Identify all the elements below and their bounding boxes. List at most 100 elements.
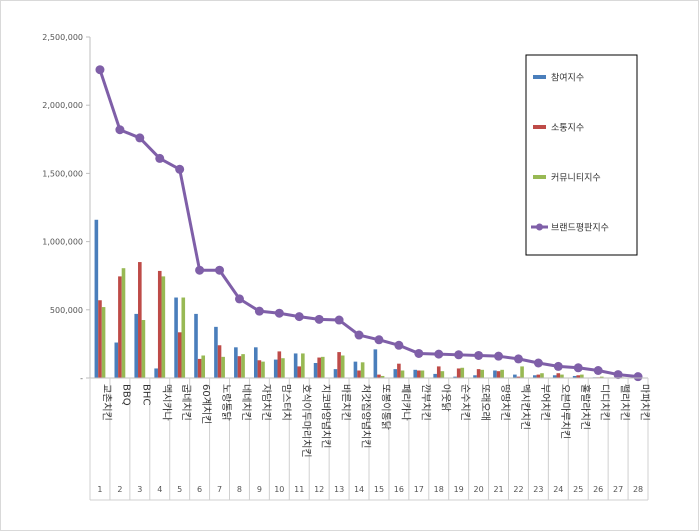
category-label: 굽네치킨 <box>180 384 192 421</box>
category-label: 부어치킨 <box>539 384 551 421</box>
bar-1 <box>453 376 457 378</box>
category-label: 순수치킨 <box>459 384 471 421</box>
rank-label: 10 <box>274 485 284 494</box>
bar-1 <box>373 349 378 378</box>
line-point <box>294 312 304 322</box>
bar-3 <box>281 358 285 378</box>
category-label: 지코바양념치킨 <box>320 384 332 448</box>
line-point <box>175 164 185 174</box>
line-point <box>394 340 404 350</box>
bar-3 <box>420 370 425 378</box>
rank-label: 22 <box>513 485 523 494</box>
rank-label: 17 <box>414 485 424 494</box>
bar-1 <box>313 362 318 378</box>
bar-2 <box>417 370 421 378</box>
bar-3 <box>340 355 345 378</box>
line-point <box>215 265 225 275</box>
bar-3 <box>320 356 325 378</box>
line-point <box>573 363 583 373</box>
bar-2 <box>496 371 501 378</box>
rank-label: 8 <box>237 485 242 494</box>
category-label: 훌랄라치킨 <box>579 384 592 430</box>
rank-label: 16 <box>394 485 404 494</box>
rank-label: 26 <box>593 485 603 494</box>
category-label: 호식이두마리치킨 <box>300 384 312 458</box>
line-point <box>234 294 244 304</box>
legend-label: 소통지수 <box>551 123 584 134</box>
line-path <box>98 69 639 379</box>
category-label: 자담치킨 <box>260 384 272 421</box>
bar-1 <box>154 368 158 378</box>
line-series <box>95 65 643 382</box>
bar-2 <box>138 262 142 378</box>
bar-2 <box>476 369 481 378</box>
category-label: 펠리치킨 <box>619 384 631 421</box>
rank-label: 2 <box>117 485 122 494</box>
bar-3 <box>360 362 365 378</box>
category-label: 멕시카나 <box>160 384 172 421</box>
category-table: 교촌치킨 1 BBQ 2 BHC 3 멕시카나 4 굽네치킨 5 60계치킨 6 노랑통닭 7 네네치킨 8 자… <box>89 378 651 501</box>
bar-2 <box>377 374 381 378</box>
line-point <box>334 315 344 325</box>
rank-label: 20 <box>474 485 484 494</box>
bar-3 <box>221 356 225 378</box>
bar-1 <box>293 353 298 378</box>
bar-1 <box>273 359 278 378</box>
bar-2 <box>157 270 162 378</box>
rank-label: 24 <box>553 485 563 494</box>
y-tick-label: 2,000,000 <box>42 101 83 110</box>
line-point <box>613 370 623 380</box>
y-tick-label: - <box>80 374 83 383</box>
bar-2 <box>456 368 461 378</box>
bar-3 <box>161 276 166 378</box>
bar-2 <box>98 300 102 378</box>
bar-3 <box>500 369 504 378</box>
bar-1 <box>513 374 517 378</box>
rank-label: 6 <box>197 485 202 494</box>
bar-2 <box>397 363 401 378</box>
category-label: 디디치킨 <box>599 384 611 421</box>
bar-1 <box>234 347 238 378</box>
bar-3 <box>101 307 106 378</box>
y-tick-label: 1,000,000 <box>42 238 83 247</box>
bar-2 <box>357 370 361 378</box>
bar-3 <box>261 361 265 378</box>
bar-1 <box>493 370 497 378</box>
rank-label: 5 <box>177 485 182 494</box>
bar-3 <box>241 354 245 378</box>
line-point <box>474 350 484 360</box>
bar-3 <box>380 375 385 378</box>
line-point <box>95 65 105 75</box>
category-label: BBQ <box>120 384 131 406</box>
y-axis: - 500,000 1,000,000 1,500,000 2,000,000 2,500… <box>42 33 91 383</box>
bar-2 <box>337 352 341 378</box>
bar-2 <box>576 375 581 378</box>
bar-2 <box>277 351 282 378</box>
category-label: 60계치킨 <box>200 384 212 424</box>
bar-1 <box>214 326 218 378</box>
rank-label: 25 <box>573 485 583 494</box>
legend-swatch-marker <box>536 223 543 231</box>
y-tick-label: 2,500,000 <box>42 33 83 42</box>
line-point <box>553 361 563 371</box>
legend-label: 브랜드평판지수 <box>551 223 609 234</box>
bar-1 <box>572 375 577 378</box>
rank-label: 23 <box>533 485 543 494</box>
bar-1 <box>194 313 198 378</box>
bar-1 <box>333 369 338 378</box>
bar-1 <box>552 375 557 378</box>
line-point <box>115 125 125 135</box>
rank-label: 11 <box>294 485 304 494</box>
rank-label: 19 <box>454 485 464 494</box>
line-point <box>274 308 284 318</box>
bar-1 <box>393 369 398 378</box>
rank-label: 15 <box>374 485 384 494</box>
category-label: BHC <box>140 384 151 405</box>
rank-label: 27 <box>613 485 623 494</box>
bar-1 <box>473 375 477 378</box>
bar-1 <box>174 297 178 378</box>
bar-3 <box>181 297 186 378</box>
line-point <box>135 133 145 143</box>
rank-label: 14 <box>354 485 364 494</box>
category-label: 땅땅치킨 <box>499 384 511 421</box>
